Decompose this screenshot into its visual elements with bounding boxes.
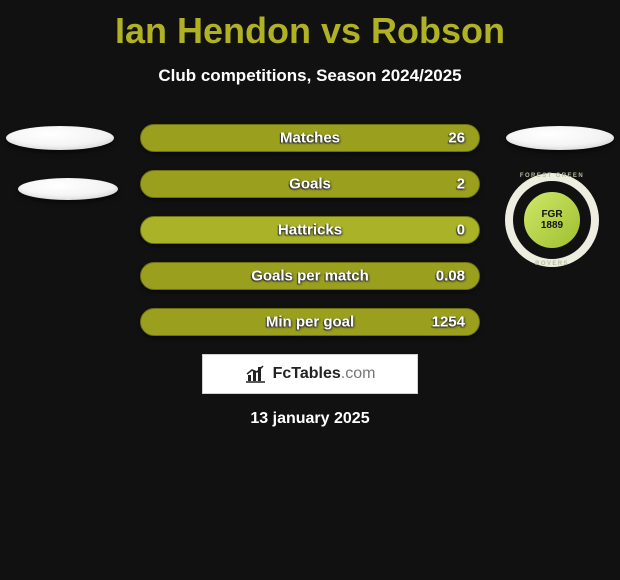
- stat-row-goals: Goals 2: [140, 170, 480, 198]
- stat-label: Matches: [141, 130, 479, 147]
- stat-label: Goals: [141, 176, 479, 193]
- stat-row-hattricks: Hattricks 0: [140, 216, 480, 244]
- stat-value: 0: [457, 222, 465, 239]
- club-center-bottom: 1889: [541, 220, 563, 231]
- stat-label: Hattricks: [141, 222, 479, 239]
- stat-bars: Matches 26 Goals 2 Hattricks 0 Goals per…: [140, 124, 480, 354]
- stat-label: Min per goal: [141, 314, 479, 331]
- brand-tld: .com: [341, 365, 376, 382]
- date-text: 13 january 2025: [0, 410, 620, 428]
- stat-row-matches: Matches 26: [140, 124, 480, 152]
- page-title: Ian Hendon vs Robson: [0, 0, 620, 52]
- player-right-badge-1: [506, 126, 614, 150]
- club-name-bottom: ROVERS: [535, 261, 569, 267]
- stat-value: 0.08: [436, 268, 465, 285]
- brand-text: FcTables.com: [273, 365, 376, 383]
- club-logo-inner: FGR 1889: [522, 190, 582, 250]
- stat-row-gpm: Goals per match 0.08: [140, 262, 480, 290]
- stat-value: 26: [448, 130, 465, 147]
- club-center-top: FGR: [541, 209, 562, 220]
- bar-chart-icon: [245, 364, 267, 384]
- subtitle: Club competitions, Season 2024/2025: [0, 66, 620, 86]
- stat-row-mpg: Min per goal 1254: [140, 308, 480, 336]
- stat-value: 1254: [432, 314, 465, 331]
- player-left-badge-2: [18, 178, 118, 200]
- stat-label: Goals per match: [141, 268, 479, 285]
- stat-value: 2: [457, 176, 465, 193]
- player-left-badge-1: [6, 126, 114, 150]
- brand-badge[interactable]: FcTables.com: [202, 354, 418, 394]
- club-logo: FOREST GREEN ROVERS FGR 1889: [502, 170, 602, 270]
- club-name-top: FOREST GREEN: [520, 173, 584, 179]
- brand-name: FcTables: [273, 365, 341, 382]
